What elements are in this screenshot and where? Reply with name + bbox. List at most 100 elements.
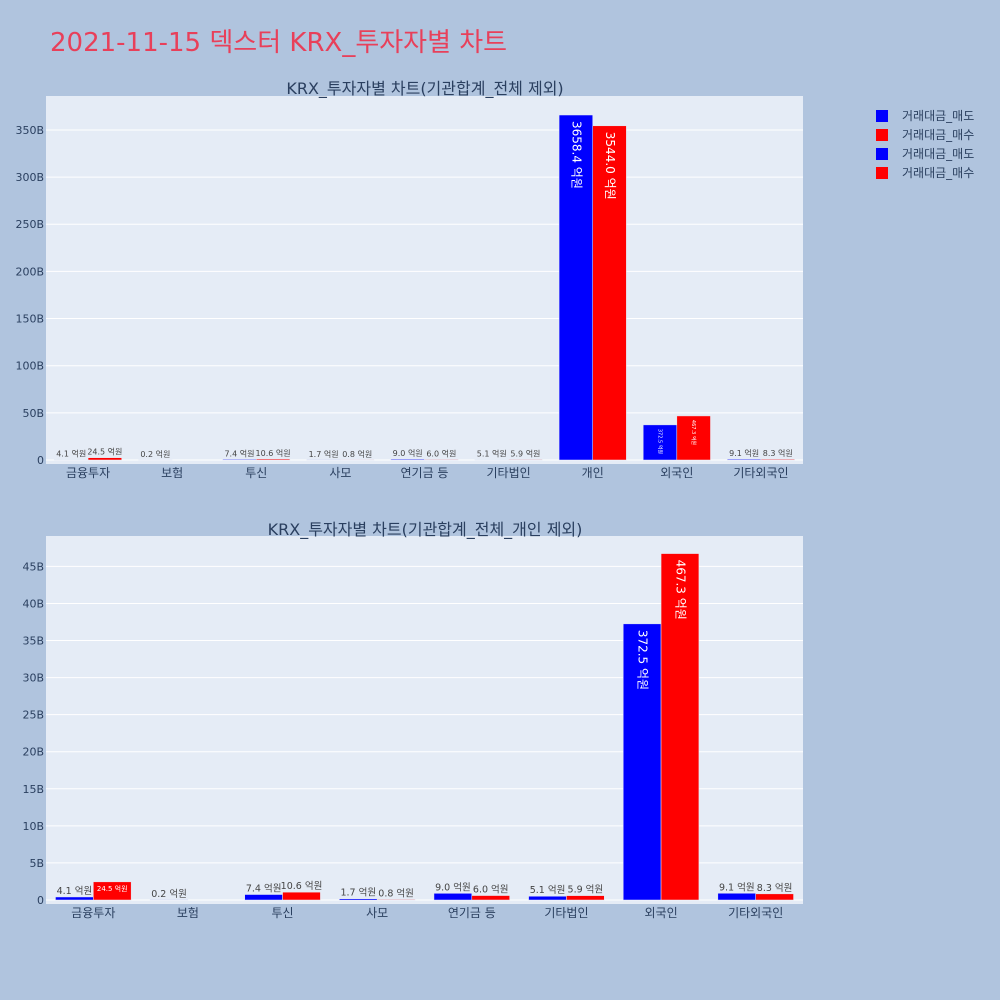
data-label: 6.0 억원 [473, 884, 509, 896]
data-label: 10.6 억원 [256, 448, 291, 458]
bar [93, 881, 132, 901]
data-label: 0.8 억원 [342, 449, 372, 459]
y-tick-label: 10B [22, 820, 44, 833]
bar [717, 893, 756, 901]
bar [433, 893, 473, 901]
x-tick-label: 기타외국인 [733, 466, 788, 480]
y-tick-label: 150B [15, 313, 44, 326]
y-tick-label: 30B [22, 672, 44, 685]
data-label: 24.5 억원 [87, 447, 122, 457]
legend-item[interactable]: 거래대금_매수 [876, 163, 974, 182]
data-label: 3658.4 억원 [569, 121, 583, 189]
bar [282, 891, 321, 901]
x-tick-label: 투신 [272, 906, 294, 920]
x-tick-label: 기타법인 [487, 466, 531, 480]
data-label: 3544.0 억원 [603, 132, 617, 200]
bar [222, 459, 257, 461]
data-label: 5.9 억원 [510, 448, 540, 458]
y-tick-label: 20B [22, 746, 44, 759]
data-label: 9.1 억원 [719, 881, 755, 893]
data-label: 4.1 억원 [56, 449, 86, 459]
data-label: 467.3 억원 [690, 420, 697, 446]
data-label: 372.5 억원 [636, 630, 650, 690]
bar [592, 125, 627, 461]
legend-label: 거래대금_매수 [902, 128, 975, 142]
y-tick-label: 0 [37, 894, 44, 907]
x-tick-label: 사모 [329, 466, 351, 480]
bar [256, 458, 291, 461]
chart-1: 0 50B 100B 150B 200B 250B 300B 350B KRX_투자자별 차트(… [15, 79, 803, 480]
bar [676, 415, 711, 461]
bar [727, 458, 762, 461]
data-label: 7.4 억원 [224, 448, 254, 458]
page-title: 2021-11-15 덱스터 KRX_투자자별 차트 [50, 28, 508, 58]
data-label: 8.3 억원 [757, 882, 793, 894]
bar [339, 898, 378, 901]
data-label: 7.4 억원 [246, 883, 282, 895]
data-label: 6.0 억원 [426, 448, 456, 458]
bar [55, 896, 94, 901]
data-label: 5.1 억원 [530, 884, 566, 896]
legend-item[interactable]: 거래대금_매수 [876, 125, 974, 144]
data-label: 9.0 억원 [435, 881, 471, 893]
x-tick-label: 외국인 [660, 466, 693, 480]
bar [558, 114, 593, 461]
y-tick-label: 15B [22, 783, 44, 796]
y-tick-label: 100B [15, 360, 44, 373]
bar [376, 899, 416, 901]
x-tick-label: 투신 [245, 466, 267, 480]
data-label: 0.8 억원 [378, 887, 414, 899]
data-label: 467.3 억원 [673, 560, 687, 620]
x-tick-label: 기타외국인 [728, 906, 783, 920]
bar [87, 457, 122, 461]
x-tick-label: 금융투자 [66, 466, 110, 480]
data-label: 4.1 억원 [57, 885, 93, 897]
data-label: 1.7 억원 [309, 449, 339, 459]
legend-item[interactable]: 거래대금_매도 [876, 144, 974, 163]
x-tick-label: 외국인 [645, 906, 678, 920]
chart-title: KRX_투자자별 차트(기관합계_전체_개인 제외) [268, 520, 583, 540]
data-label: 8.3 억원 [763, 448, 793, 458]
x-tick-label: 금융투자 [71, 906, 115, 920]
bar [760, 458, 795, 461]
y-tick-label: 0 [37, 454, 44, 467]
plot-area [46, 96, 803, 464]
bar [390, 458, 425, 461]
legend-label: 거래대금_매도 [902, 109, 975, 123]
y-tick-label: 250B [15, 218, 44, 231]
data-label: 1.7 억원 [340, 887, 376, 899]
bar [566, 895, 605, 901]
x-tick-label: 개인 [582, 466, 604, 480]
x-tick-label: 연기금 등 [448, 906, 496, 920]
legend-item[interactable]: 거래대금_매도 [876, 106, 974, 125]
bar [660, 553, 700, 901]
legend-swatch [876, 109, 888, 122]
y-tick-label: 25B [22, 709, 44, 722]
data-label: 0.2 억원 [151, 888, 187, 900]
data-label: 9.1 억원 [729, 448, 759, 458]
y-tick-label: 350B [15, 124, 44, 137]
bar [244, 894, 283, 901]
legend-swatch [876, 128, 888, 141]
x-tick-label: 보험 [177, 906, 199, 920]
y-tick-label: 5B [29, 857, 44, 870]
data-label: 5.9 억원 [568, 884, 604, 896]
chart-title: KRX_투자자별 차트(기관합계_전체 제외) [286, 79, 563, 99]
bar [622, 623, 662, 901]
y-tick-label: 300B [15, 171, 44, 184]
bar [528, 895, 567, 901]
legend[interactable]: 거래대금_매도 거래대금_매수 거래대금_매도 거래대금_매수 [876, 106, 974, 182]
bar [755, 893, 794, 901]
bar [471, 895, 510, 901]
x-tick-label: 기타법인 [544, 906, 588, 920]
x-tick-label: 연기금 등 [401, 466, 449, 480]
y-tick-label: 40B [22, 597, 44, 610]
y-tick-label: 50B [22, 407, 44, 420]
bar [508, 459, 543, 461]
x-tick-label: 사모 [366, 906, 388, 920]
data-label: 24.5 억원 [97, 884, 128, 893]
data-label: 5.1 억원 [477, 449, 507, 459]
y-tick-label: 45B [22, 560, 44, 573]
legend-swatch [876, 147, 888, 160]
